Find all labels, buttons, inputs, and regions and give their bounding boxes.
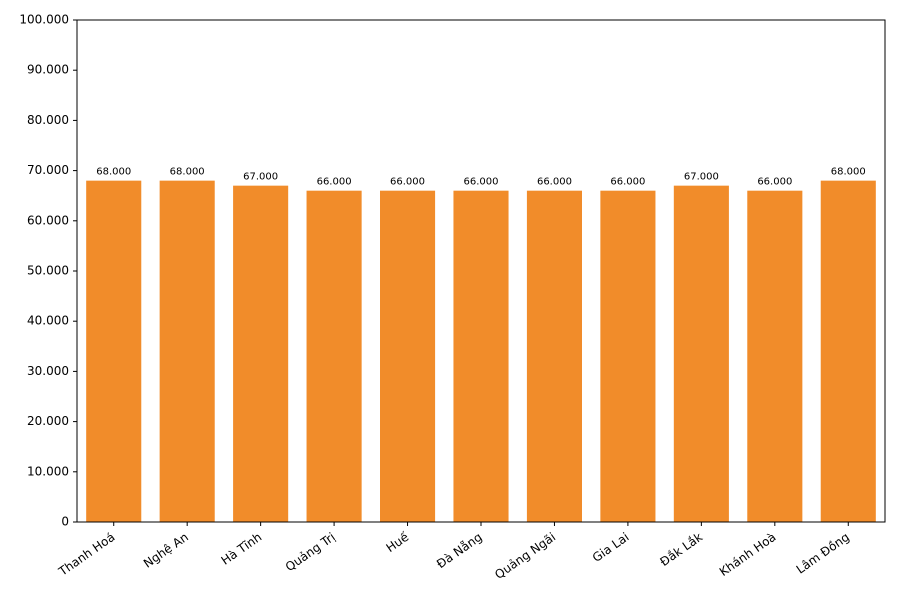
bar [747,190,803,522]
y-tick-label: 70.000 [27,163,69,177]
bar [380,190,436,522]
y-tick-label: 50.000 [27,264,69,278]
value-label: 66.000 [464,177,499,188]
x-tick-label: Đà Nẵng [434,530,485,571]
value-label: 66.000 [317,177,352,188]
bar [600,190,656,522]
bar [673,185,729,522]
x-tick-label: Quảng Trị [283,530,338,574]
value-label: 66.000 [390,177,425,188]
y-tick-label: 60.000 [27,213,69,227]
x-tick-label: Khánh Hoà [717,530,779,579]
x-tick-label: Nghệ An [141,530,191,571]
value-label: 66.000 [610,177,645,188]
y-tick-label: 40.000 [27,314,69,328]
plot-frame [76,19,886,523]
value-label: 66.000 [537,177,572,188]
y-tick-label: 80.000 [27,113,69,127]
x-tick-label: Lâm Đồng [794,530,852,577]
y-tick-label: 90.000 [27,63,69,77]
y-tick-label: 100.000 [19,13,69,27]
bar [820,180,876,522]
bar [526,190,582,522]
x-tick-label: Huế [384,530,412,556]
x-tick-label: Thanh Hoá [55,530,117,579]
value-label: 68.000 [96,167,131,178]
bar [453,190,509,522]
value-label: 67.000 [684,172,719,183]
bar [159,180,215,522]
y-tick-label: 30.000 [27,364,69,378]
value-label: 66.000 [757,177,792,188]
bar [86,180,142,522]
value-label: 68.000 [831,167,866,178]
x-tick-label: Hà Tĩnh [219,530,265,568]
bar [233,185,289,522]
x-tick-label: Gia Lai [590,530,632,565]
y-tick-label: 20.000 [27,414,69,428]
x-tick-label: Quảng Ngãi [492,530,558,582]
bar [306,190,362,522]
value-label: 68.000 [170,167,205,178]
y-tick-label: 0 [61,515,69,529]
value-label: 67.000 [243,172,278,183]
x-tick-label: Đắk Lắk [657,530,705,569]
y-tick-label: 10.000 [27,464,69,478]
